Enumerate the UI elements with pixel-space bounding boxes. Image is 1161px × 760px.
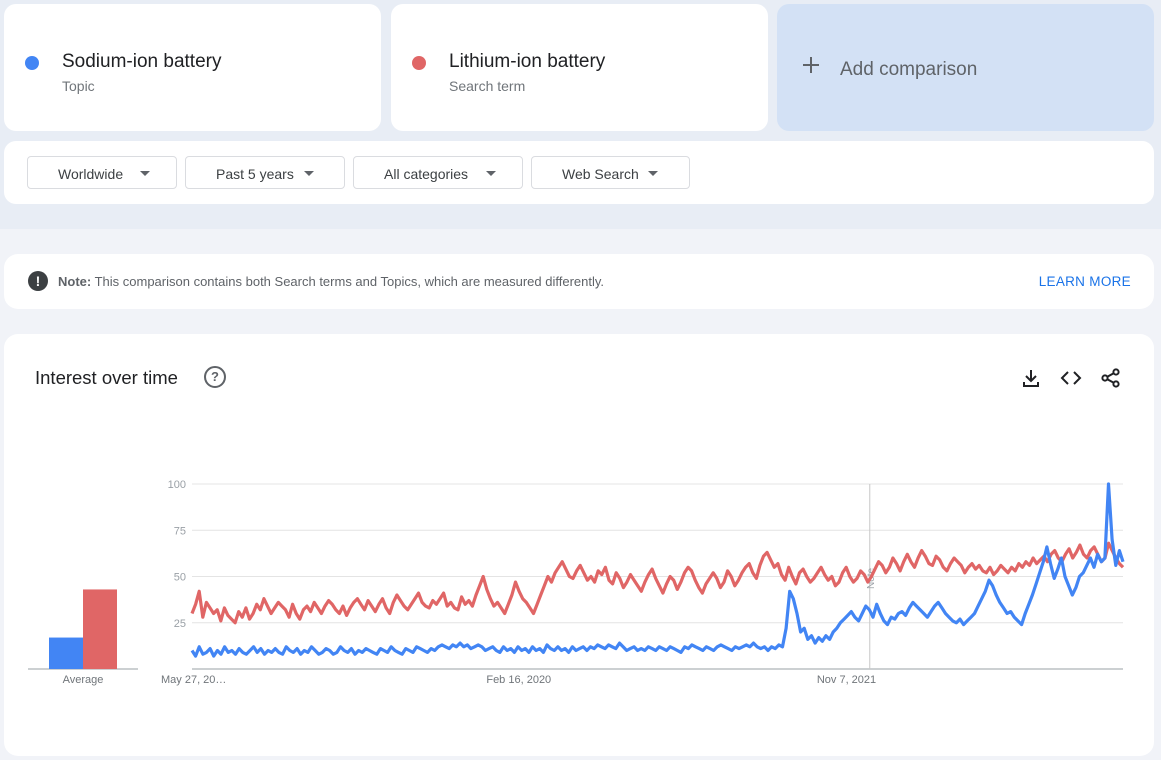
chevron-down-icon	[304, 171, 314, 176]
plus-icon	[803, 57, 819, 73]
download-icon[interactable]	[1020, 367, 1042, 389]
y-tick-label: 100	[168, 479, 186, 491]
question-circle-icon[interactable]: ?	[204, 366, 226, 388]
series-line	[190, 482, 1125, 658]
lithium-color-dot	[412, 56, 426, 70]
term-name: Lithium-ion battery	[449, 51, 606, 72]
average-bar	[83, 589, 117, 669]
term-card-lithium[interactable]: Lithium-ion battery Search term	[391, 4, 768, 131]
term-card-sodium[interactable]: Sodium-ion battery Topic	[4, 4, 381, 131]
embed-code-icon[interactable]	[1060, 367, 1082, 389]
search-type-dropdown[interactable]: Web Search	[531, 156, 690, 189]
exclamation-icon: !	[28, 271, 48, 291]
learn-more-link[interactable]: LEARN MORE	[1038, 274, 1131, 289]
location-dropdown[interactable]: Worldwide	[27, 156, 177, 189]
category-label: All categories	[384, 166, 469, 182]
average-label: Average	[63, 674, 104, 686]
note-text: Note: This comparison contains both Sear…	[58, 274, 604, 289]
chart-title: Interest over time	[35, 367, 178, 388]
chevron-down-icon	[486, 171, 496, 176]
filter-bar: Worldwide Past 5 years All categories We…	[4, 141, 1154, 204]
y-tick-label: 25	[174, 618, 186, 630]
note-body: This comparison contains both Search ter…	[91, 274, 605, 289]
interest-over-time-card: Interest over time ? 100 75 50 25 Note May 27…	[4, 334, 1154, 756]
x-tick-label: Feb 16, 2020	[486, 674, 551, 686]
add-comparison-button[interactable]: Add comparison	[777, 4, 1154, 131]
time-range-label: Past 5 years	[216, 166, 294, 182]
term-type: Topic	[62, 78, 95, 94]
series-line	[190, 541, 1125, 625]
search-type-label: Web Search	[562, 166, 639, 182]
average-bar	[49, 637, 83, 669]
term-type: Search term	[449, 78, 526, 94]
sodium-color-dot	[25, 56, 39, 70]
note-bold: Note:	[58, 274, 92, 289]
x-tick-label: Nov 7, 2021	[817, 674, 876, 686]
category-dropdown[interactable]: All categories	[353, 156, 523, 189]
chevron-down-icon	[140, 171, 150, 176]
share-icon[interactable]	[1100, 367, 1122, 389]
location-label: Worldwide	[58, 166, 124, 182]
y-tick-label: 75	[174, 525, 186, 537]
chevron-down-icon	[648, 171, 658, 176]
term-name: Sodium-ion battery	[62, 51, 222, 72]
add-comparison-label: Add comparison	[840, 59, 978, 80]
x-tick-label: May 27, 20…	[161, 674, 226, 686]
note-banner: ! Note: This comparison contains both Se…	[4, 254, 1154, 309]
time-range-dropdown[interactable]: Past 5 years	[185, 156, 345, 189]
y-tick-label: 50	[174, 572, 186, 584]
